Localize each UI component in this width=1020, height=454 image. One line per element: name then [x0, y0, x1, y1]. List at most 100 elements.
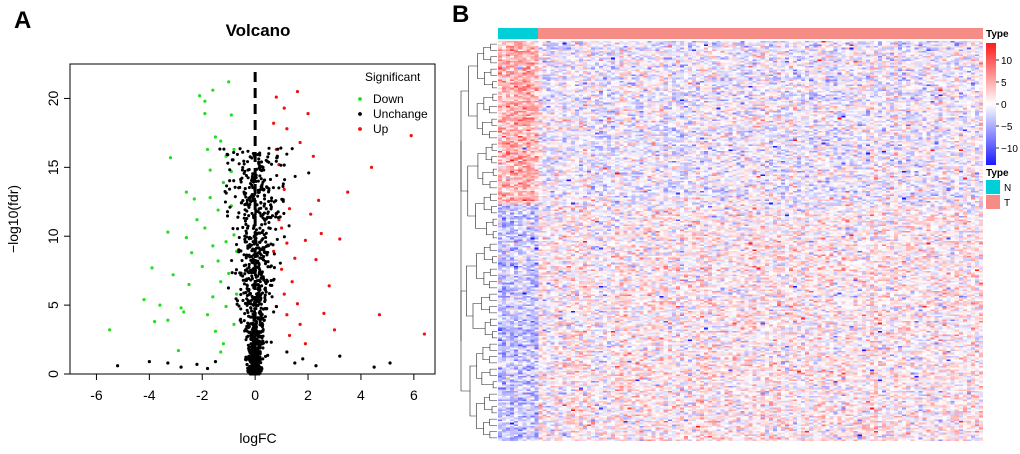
group-legend-n-label: N	[1004, 183, 1011, 194]
point-unchange	[246, 369, 250, 373]
dendrogram-branch	[486, 221, 494, 236]
point-unchange	[281, 184, 285, 188]
point-unchange	[246, 357, 250, 361]
point-unchange	[250, 183, 254, 187]
point-unchange	[244, 290, 248, 295]
point-unchange	[260, 322, 264, 326]
point-down	[221, 180, 226, 185]
point-unchange	[247, 253, 251, 257]
value-legend-title: Type	[986, 29, 1009, 40]
dendrogram-branch	[460, 290, 470, 392]
point-unchange	[249, 306, 253, 310]
dendrogram-branch	[483, 246, 493, 261]
dendrogram-branch	[490, 56, 497, 64]
point-unchange	[253, 273, 258, 277]
point-down	[182, 310, 186, 314]
point-unchange	[265, 253, 269, 257]
group-legend-t-swatch	[986, 195, 1000, 209]
point-unchange	[262, 318, 266, 322]
group-bar-normal	[498, 28, 538, 39]
point-up	[279, 226, 284, 230]
dendrogram-branch	[476, 103, 484, 129]
point-up	[409, 134, 413, 138]
point-unchange	[223, 190, 227, 194]
point-up	[285, 127, 289, 131]
point-down	[171, 273, 175, 277]
y-axis: 0 5 10 15 20	[45, 90, 70, 378]
point-unchange	[267, 220, 271, 225]
value-legend-tick: 5	[1001, 78, 1007, 89]
point-unchange	[226, 161, 230, 165]
dendrogram-branch	[489, 293, 497, 301]
point-unchange	[269, 340, 273, 344]
point-unchange	[256, 190, 261, 195]
point-down	[108, 328, 112, 332]
dendrogram-branch	[492, 256, 497, 264]
point-unchange	[251, 321, 255, 325]
value-legend-gradient	[986, 43, 996, 165]
value-legend-tick: 10	[1001, 56, 1013, 67]
point-unchange	[262, 258, 266, 262]
point-unchange	[226, 286, 231, 290]
point-unchange	[231, 226, 235, 231]
point-unchange	[259, 341, 263, 345]
point-unchange	[232, 179, 236, 183]
point-unchange	[247, 323, 251, 328]
point-unchange	[259, 306, 263, 310]
point-unchange	[222, 147, 226, 151]
point-unchange	[252, 242, 256, 246]
point-unchange	[253, 340, 257, 344]
point-unchange	[223, 200, 228, 204]
point-unchange	[267, 292, 272, 296]
point-unchange	[263, 217, 267, 221]
point-unchange	[261, 357, 265, 361]
point-unchange	[267, 215, 271, 219]
point-unchange	[248, 300, 252, 304]
point-unchange	[242, 216, 246, 220]
point-unchange	[372, 365, 376, 369]
y-axis-label: −log10(fdr)	[5, 185, 21, 253]
point-unchange	[257, 161, 261, 165]
point-unchange	[257, 272, 261, 276]
point-unchange	[259, 317, 264, 321]
point-up	[279, 267, 284, 271]
point-unchange	[272, 252, 276, 256]
point-unchange	[246, 270, 250, 274]
point-unchange	[248, 196, 252, 200]
point-down	[232, 147, 236, 152]
dendrogram-branch	[482, 171, 494, 186]
point-unchange	[225, 210, 230, 214]
point-unchange	[266, 265, 270, 269]
point-unchange	[256, 294, 260, 298]
point-up	[290, 280, 294, 284]
point-unchange	[259, 206, 263, 210]
point-down	[192, 197, 196, 201]
point-unchange	[256, 297, 260, 301]
point-unchange	[166, 361, 170, 365]
point-unchange	[274, 199, 278, 203]
point-unchange	[270, 283, 274, 287]
legend-unchange-label: Unchange	[373, 107, 428, 121]
dendrogram-branch	[490, 68, 497, 76]
point-unchange	[274, 305, 279, 309]
point-unchange	[282, 211, 286, 216]
value-legend-tick: −10	[1001, 144, 1018, 155]
point-unchange	[249, 258, 253, 262]
point-unchange	[258, 350, 262, 354]
x-tick-label: 2	[304, 387, 312, 403]
point-unchange	[240, 259, 244, 263]
point-unchange	[272, 310, 276, 314]
point-unchange	[267, 152, 271, 156]
point-unchange	[262, 233, 266, 237]
point-unchange	[243, 268, 248, 272]
point-down	[221, 342, 226, 346]
point-unchange	[259, 201, 263, 205]
point-unchange	[248, 351, 253, 355]
dendrogram-branch	[492, 81, 497, 89]
point-unchange	[242, 162, 246, 166]
volcano-title: Volcano	[226, 21, 291, 40]
point-unchange	[241, 274, 245, 278]
point-unchange	[239, 307, 243, 311]
point-unchange	[256, 274, 260, 278]
point-unchange	[242, 319, 246, 323]
